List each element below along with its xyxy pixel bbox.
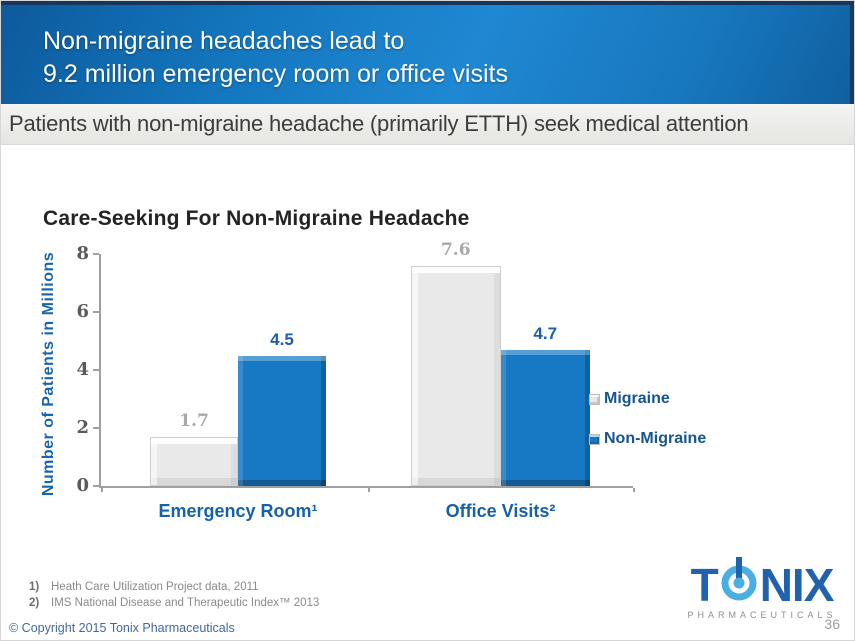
footnote-1-text: Heath Care Utilization Project data, 201… <box>51 581 259 593</box>
y-tick-label: 4 <box>76 359 89 380</box>
bar-migraine <box>150 436 238 486</box>
y-tick-mark <box>93 369 99 371</box>
legend-item-non-migraine: Non-Migraine <box>589 430 706 448</box>
y-tick-label: 0 <box>76 475 89 496</box>
bar-group: 7.6 4.7 Office Visits² <box>411 240 590 521</box>
subtitle-band: Patients with non-migraine headache (pri… <box>1 104 854 145</box>
tonix-logo: T NIX PHARMACEUTICALS <box>682 557 842 620</box>
footnote-2-number: 2) <box>29 597 40 609</box>
bar-non-migraine <box>500 349 590 486</box>
y-tick-label: 2 <box>76 417 89 438</box>
logo-letters-nix: NIX <box>759 559 835 611</box>
y-tick-mark <box>93 427 99 429</box>
subtitle-text: Patients with non-migraine headache (pri… <box>9 111 749 136</box>
y-tick-mark <box>93 253 99 255</box>
category-label: Emergency Room¹ <box>158 501 318 521</box>
bar-value-label: 7.6 <box>440 239 471 260</box>
footnote-2-text: IMS National Disease and Therapeutic Ind… <box>51 597 320 609</box>
plot-area: 0 2 4 6 8 1.7 4.5 Emergency Room¹ 7.6 4.7 Office V… <box>76 240 635 521</box>
category-label: Office Visits² <box>445 501 556 521</box>
copyright-text: © Copyright 2015 Tonix Pharmaceuticals <box>9 621 235 635</box>
bar-value-label: 1.7 <box>179 410 209 431</box>
bar-value-label: 4.5 <box>270 329 294 349</box>
y-tick-mark <box>93 485 99 487</box>
tonix-logo-word: T NIX <box>682 557 842 611</box>
y-tick-mark <box>93 311 99 313</box>
chart-legend: Migraine Non-Migraine <box>589 390 706 470</box>
bar-migraine <box>411 265 501 486</box>
x-tick-mark <box>368 488 370 492</box>
header-edge-strip <box>850 5 854 108</box>
logo-letter-t: T <box>690 559 719 611</box>
legend-label: Non-Migraine <box>604 430 707 447</box>
footnotes: 1) Heath Care Utilization Project data, … <box>29 581 319 613</box>
y-tick-label: 6 <box>76 301 89 322</box>
chart-title: Care-Seeking For Non-Migraine Headache <box>43 207 470 230</box>
legend-label: Migraine <box>604 390 670 407</box>
y-tick-label: 8 <box>76 243 89 264</box>
x-tick-mark <box>633 488 635 492</box>
legend-swatch-icon <box>589 393 600 405</box>
bar-group: 1.7 4.5 Emergency Room¹ <box>150 254 326 521</box>
legend-item-migraine: Migraine <box>589 390 706 408</box>
bar-value-label: 4.7 <box>533 323 558 343</box>
power-button-icon <box>719 557 759 607</box>
bar-non-migraine <box>238 355 326 486</box>
slide-title-line1: Non-migraine headaches lead to <box>43 27 405 55</box>
slide-title: Non-migraine headaches lead to 9.2 milli… <box>43 25 508 91</box>
page-number: 36 <box>824 616 840 632</box>
footnote-1-number: 1) <box>29 581 40 593</box>
x-tick-mark <box>101 488 103 492</box>
header-banner: Non-migraine headaches lead to 9.2 milli… <box>1 1 854 108</box>
footnote-2: 2) IMS National Disease and Therapeutic … <box>29 597 319 609</box>
slide-title-line2: 9.2 million emergency room or office vis… <box>43 60 508 88</box>
legend-swatch-icon <box>589 433 600 445</box>
footnote-1: 1) Heath Care Utilization Project data, … <box>29 581 319 593</box>
logo-subtext: PHARMACEUTICALS <box>687 610 837 620</box>
